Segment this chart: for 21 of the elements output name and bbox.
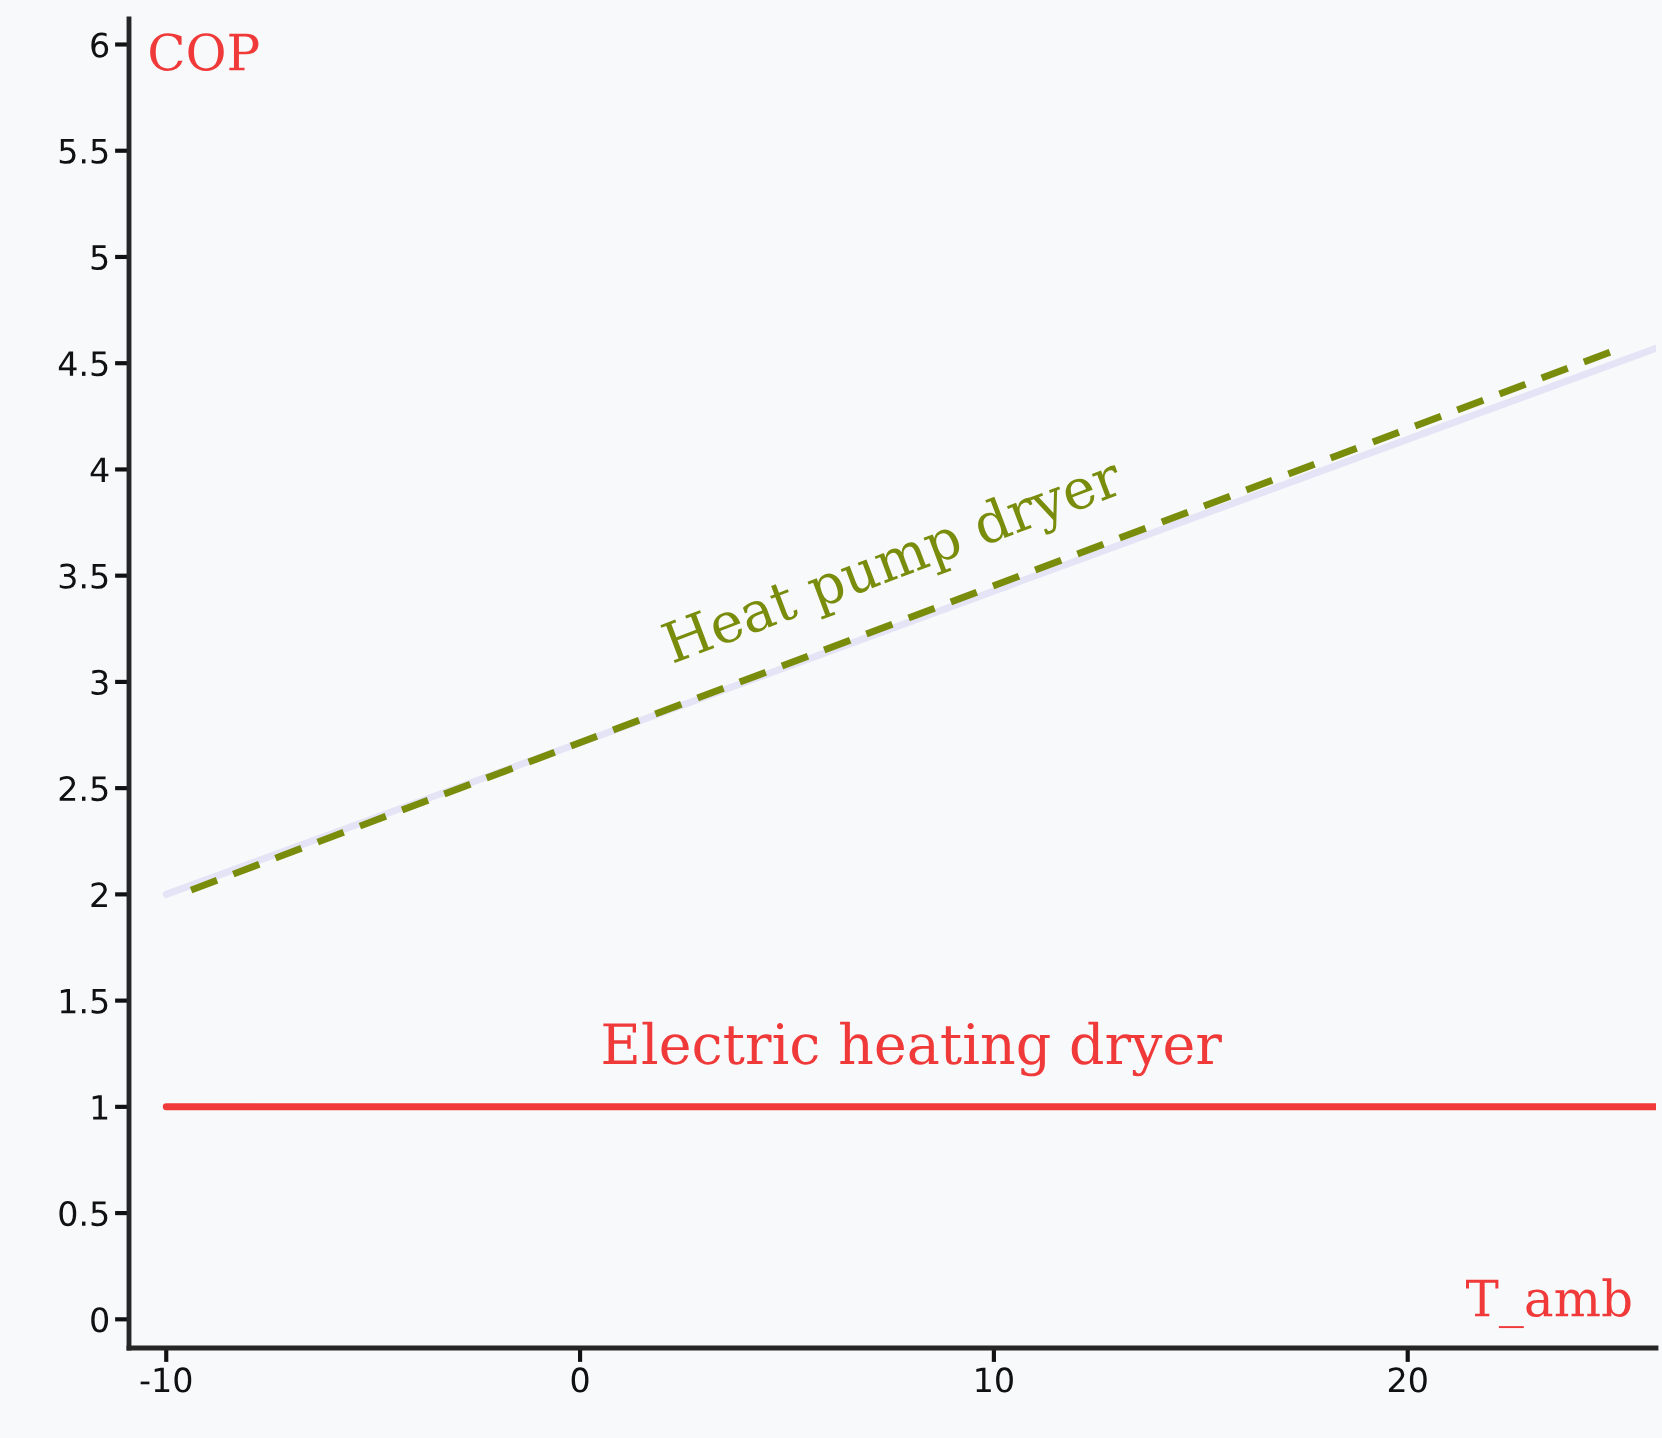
y-tick-label: 6 [91,32,109,58]
y-tick-label: 4 [90,457,109,483]
y-tick-label: 1 [92,1095,108,1120]
x-tick-label: 20 [1388,1367,1427,1393]
y-tick-label: 2 [91,882,107,908]
y-tick-label: 5 [91,245,108,271]
text: Heat pump dryer [659,452,1130,675]
x-tick-label: -10 [140,1367,192,1393]
x-tick-label: 0 [571,1367,589,1393]
y-tick-label: 1.5 [60,988,108,1014]
y-tick-label: 3.5 [59,563,108,589]
y-axis-title: COP [150,33,259,71]
y-tick-label: 0 [91,1307,109,1333]
y-tick-label: 2.5 [59,776,108,802]
x-axis-title: T_amb [1466,1278,1631,1329]
y-tick-label: 0.5 [59,1201,108,1227]
x-tick-label: 10 [976,1367,1013,1393]
y-tick-label: 3 [91,669,108,696]
y-tick-label: 4.5 [58,351,108,377]
series-label: Electric heating dryer [603,1021,1222,1077]
y-tick-label: 5.5 [59,139,108,164]
